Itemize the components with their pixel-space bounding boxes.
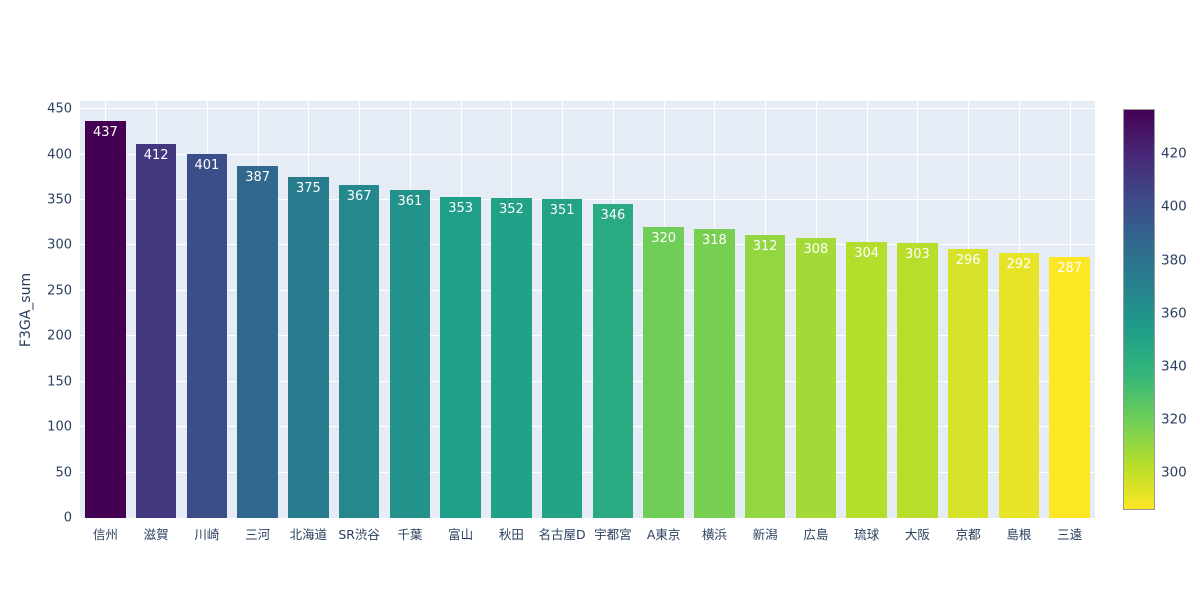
bar[interactable]: 353 — [440, 197, 481, 518]
bar[interactable]: 437 — [85, 121, 126, 518]
y-tick-label: 100 — [47, 419, 72, 435]
bar-value-label: 296 — [955, 253, 981, 269]
x-axis-tick-labels: 信州 滋賀 川崎 三河 北海道 SR渋谷 千葉 富山 秋田 名古屋D 宇都宮 A東京 横浜 新潟 広島 琉球 大… — [80, 521, 1095, 543]
h-gridline — [80, 108, 1095, 110]
bar-value-label: 320 — [651, 231, 677, 247]
y-tick-label: 150 — [47, 374, 72, 390]
bar[interactable]: 351 — [541, 199, 583, 518]
bar-value-label: 287 — [1057, 261, 1083, 277]
x-tick-label: 島根 — [1006, 527, 1032, 542]
h-gridline — [80, 335, 1095, 337]
bar-value-label: 387 — [245, 170, 271, 186]
bar[interactable]: 361 — [389, 190, 431, 518]
bar-value-label: 412 — [143, 147, 169, 163]
bar-value-label: 367 — [346, 188, 372, 204]
bar-value-label: 292 — [1006, 256, 1032, 272]
bar-value-label: 351 — [549, 203, 575, 219]
x-tick-label: 三河 — [245, 527, 271, 542]
bar-value-label: 304 — [854, 245, 880, 261]
x-tick-label: 滋賀 — [143, 527, 169, 542]
y-tick-label: 0 — [63, 510, 72, 526]
colorbar-tick-label: 320 — [1161, 411, 1187, 428]
colorbar-tick-label: 300 — [1161, 464, 1187, 481]
colorbar-gradient — [1124, 110, 1154, 509]
bar[interactable]: 367 — [338, 184, 380, 518]
x-tick-label: 信州 — [92, 527, 118, 542]
bar[interactable]: 287 — [1049, 257, 1090, 518]
h-gridline — [80, 289, 1095, 291]
x-tick-label: A東京 — [646, 527, 681, 542]
colorbar-tick-label: 340 — [1161, 358, 1187, 375]
colorbar — [1123, 109, 1155, 510]
x-tick-label: 北海道 — [289, 527, 328, 542]
bar[interactable]: 304 — [846, 241, 887, 518]
bar[interactable]: 318 — [694, 229, 735, 518]
colorbar-tick-label: 400 — [1161, 198, 1187, 215]
h-gridline — [80, 426, 1095, 428]
colorbar-tick-label: 420 — [1161, 145, 1187, 162]
x-tick-label: 新潟 — [752, 527, 778, 542]
bar[interactable]: 320 — [643, 227, 684, 518]
h-gridline — [80, 471, 1095, 473]
bar[interactable]: 303 — [897, 242, 938, 518]
colorbar-tick-label: 380 — [1161, 251, 1187, 268]
x-tick-label: 川崎 — [194, 527, 220, 542]
bar-value-label: 375 — [295, 181, 321, 197]
bar[interactable]: 352 — [491, 198, 532, 518]
y-tick-label: 400 — [47, 147, 72, 163]
bar-value-label: 312 — [752, 238, 778, 254]
x-tick-label: 横浜 — [701, 527, 727, 542]
x-tick-label: 広島 — [803, 527, 829, 542]
bar[interactable]: 292 — [998, 252, 1040, 518]
y-tick-label: 300 — [47, 237, 72, 253]
bar-value-label: 361 — [397, 194, 423, 210]
x-tick-label: 富山 — [448, 527, 474, 542]
x-tick-label: 宇都宮 — [594, 527, 632, 542]
bar[interactable]: 296 — [947, 249, 989, 518]
bar[interactable]: 308 — [795, 238, 837, 518]
h-gridline — [80, 153, 1095, 155]
bar[interactable]: 387 — [237, 166, 278, 518]
bar-value-label: 401 — [194, 157, 220, 173]
bar-value-label: 303 — [904, 246, 930, 262]
h-gridline — [80, 380, 1095, 382]
bar[interactable]: 346 — [592, 203, 634, 518]
bar[interactable]: 375 — [288, 177, 329, 518]
y-tick-label: 450 — [47, 101, 72, 117]
x-tick-label: 三遠 — [1057, 527, 1083, 542]
y-tick-label: 350 — [47, 192, 72, 208]
bar[interactable]: 401 — [186, 153, 228, 518]
y-tick-label: 50 — [55, 465, 72, 481]
bar-value-label: 353 — [448, 201, 474, 217]
y-tick-label: 200 — [47, 328, 72, 344]
bar-value-label: 346 — [600, 207, 626, 223]
h-gridline — [80, 244, 1095, 246]
x-tick-label: 名古屋D — [538, 527, 586, 542]
plot-area: 437 412 401 387 375 367 361 353 352 351 346 320 318 3… — [80, 101, 1095, 518]
h-gridline — [80, 199, 1095, 201]
colorbar-tick-label: 360 — [1161, 305, 1187, 322]
colorbar-tick-labels: 420 400 380 360 340 320 300 — [1161, 109, 1200, 508]
bar[interactable]: 412 — [135, 143, 177, 518]
bar-value-label: 318 — [701, 233, 727, 249]
y-axis-tick-labels: 0 50 100 150 200 250 300 350 400 450 — [0, 101, 80, 525]
x-tick-label: 秋田 — [498, 527, 524, 542]
bar[interactable]: 312 — [744, 234, 786, 518]
x-tick-label: 大阪 — [904, 527, 930, 542]
bar-value-label: 308 — [803, 242, 829, 258]
x-tick-label: 千葉 — [397, 527, 423, 542]
x-tick-label: SR渋谷 — [338, 527, 380, 542]
x-tick-label: 琉球 — [854, 527, 880, 542]
bar-value-label: 352 — [498, 202, 524, 218]
x-tick-label: 京都 — [955, 527, 981, 542]
bar-value-label: 437 — [92, 125, 118, 140]
y-tick-label: 250 — [47, 283, 72, 299]
